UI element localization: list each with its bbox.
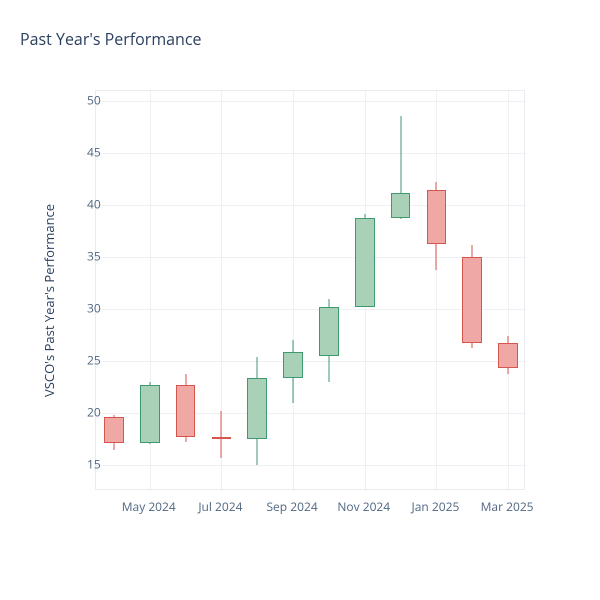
x-tick-label: May 2024: [122, 498, 176, 515]
candlestick-body: [355, 218, 375, 307]
candlestick: [247, 91, 267, 491]
candlestick: [355, 91, 375, 491]
candlestick-wick: [221, 411, 222, 458]
candlestick-body: [247, 378, 267, 439]
candlestick: [462, 91, 482, 491]
candlestick-body: [104, 417, 124, 443]
chart-container: Past Year's Performance VSCO's Past Year…: [0, 0, 600, 600]
y-axis-label: VSCO's Past Year's Performance: [40, 204, 58, 397]
candlestick: [283, 91, 303, 491]
candlestick: [391, 91, 411, 491]
x-tick-label: Jan 2025: [412, 498, 460, 515]
candlestick-body: [212, 437, 232, 439]
candlestick-body: [498, 343, 518, 368]
candlestick-body: [283, 352, 303, 378]
chart-title: Past Year's Performance: [20, 28, 202, 50]
candlestick-body: [427, 190, 447, 244]
x-tick-label: Sep 2024: [266, 498, 317, 515]
x-tick-label: Jul 2024: [198, 498, 242, 515]
x-tick-label: Mar 2025: [481, 498, 534, 515]
candlestick-body: [176, 385, 196, 437]
candlestick-body: [391, 193, 411, 218]
candlestick-body: [319, 307, 339, 356]
candlestick: [212, 91, 232, 491]
candlestick: [104, 91, 124, 491]
candlestick: [319, 91, 339, 491]
plot-area: [95, 90, 527, 492]
candlestick: [427, 91, 447, 491]
candlestick: [176, 91, 196, 491]
x-tick-label: Nov 2024: [337, 498, 390, 515]
candlestick: [498, 91, 518, 491]
candlestick-body: [462, 257, 482, 343]
candlestick-body: [140, 385, 160, 443]
candlestick: [140, 91, 160, 491]
